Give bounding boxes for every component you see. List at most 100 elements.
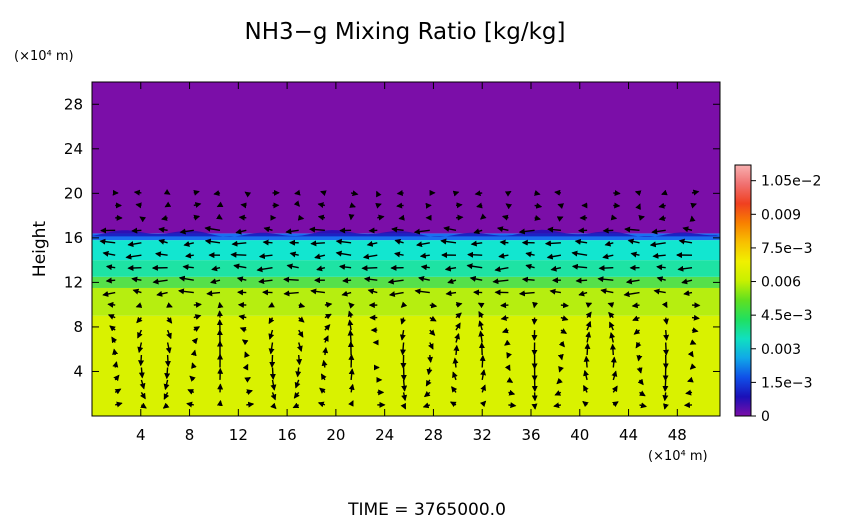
chart-title: NH3−g Mixing Ratio [kg/kg] bbox=[245, 19, 566, 45]
wind-arrow bbox=[270, 379, 277, 391]
wind-arrow bbox=[375, 202, 382, 209]
wind-arrow bbox=[387, 278, 404, 285]
wind-arrow bbox=[191, 337, 198, 345]
wind-arrow bbox=[500, 302, 509, 309]
x-tick-label: 48 bbox=[668, 426, 687, 444]
wind-arrow bbox=[99, 238, 116, 245]
wind-arrow bbox=[163, 392, 170, 400]
wind-arrow bbox=[107, 301, 116, 308]
wind-arrow bbox=[479, 400, 487, 408]
wind-arrow bbox=[690, 202, 697, 209]
wind-arrow bbox=[662, 392, 669, 402]
wind-arrow bbox=[633, 328, 641, 335]
wind-arrow bbox=[139, 379, 146, 390]
wind-arrow bbox=[283, 290, 299, 297]
wind-arrow bbox=[362, 253, 378, 260]
field-layer-3 bbox=[92, 260, 720, 277]
wind-arrow bbox=[455, 214, 464, 221]
wind-arrow bbox=[399, 329, 406, 341]
wind-arrow bbox=[240, 202, 247, 209]
wind-arrow bbox=[423, 391, 431, 398]
wind-arrow bbox=[361, 265, 378, 272]
wind-arrow bbox=[138, 367, 145, 379]
wind-arrow bbox=[166, 302, 173, 308]
wind-arrow bbox=[663, 342, 670, 356]
wind-arrow bbox=[508, 402, 517, 409]
wind-arrow bbox=[496, 226, 509, 233]
wind-arrow bbox=[610, 356, 617, 368]
wind-arrow bbox=[193, 301, 202, 308]
wind-arrow bbox=[687, 350, 694, 358]
wind-vector-field bbox=[99, 189, 701, 410]
x-axis: 4 8 12 16 20 24 28 32 36 40 44 48 bbox=[136, 82, 687, 444]
y-unit-label: (×10⁴ m) bbox=[14, 49, 74, 64]
wind-arrow bbox=[156, 290, 168, 297]
wind-arrow bbox=[499, 239, 509, 246]
wind-arrow bbox=[182, 264, 194, 271]
wind-arrow bbox=[348, 368, 355, 380]
x-tick-label: 16 bbox=[278, 426, 297, 444]
y-tick-label: 24 bbox=[64, 140, 83, 158]
wind-arrow bbox=[557, 353, 564, 361]
wind-arrow bbox=[210, 278, 221, 285]
wind-arrow bbox=[400, 317, 407, 325]
wind-arrow bbox=[691, 189, 700, 196]
wind-arrow bbox=[289, 251, 299, 258]
wind-arrow bbox=[547, 226, 561, 233]
y-tick-label: 16 bbox=[64, 229, 83, 247]
wind-arrow bbox=[206, 290, 221, 297]
wind-arrow bbox=[105, 264, 116, 271]
wind-arrow bbox=[235, 228, 247, 235]
wind-arrow bbox=[324, 313, 332, 320]
x-tick-label: 44 bbox=[619, 426, 638, 444]
wind-arrow bbox=[109, 325, 116, 332]
wind-arrow bbox=[416, 241, 430, 248]
wind-arrow bbox=[152, 278, 168, 285]
wind-arrow bbox=[127, 241, 142, 248]
wind-arrow bbox=[164, 354, 171, 368]
wind-arrow bbox=[216, 213, 223, 220]
wind-arrow bbox=[585, 311, 592, 319]
wind-arrow bbox=[297, 214, 305, 221]
wind-arrow bbox=[413, 228, 430, 235]
wind-arrow bbox=[246, 389, 253, 396]
wind-arrow bbox=[323, 335, 329, 343]
wind-arrow bbox=[558, 366, 564, 373]
wind-arrow bbox=[193, 326, 201, 332]
wind-arrow bbox=[452, 371, 458, 381]
x-tick-label: 28 bbox=[424, 426, 443, 444]
wind-arrow bbox=[293, 391, 300, 399]
wind-arrow bbox=[193, 189, 200, 196]
wind-arrow bbox=[585, 331, 592, 343]
wind-arrow bbox=[317, 401, 326, 408]
wind-arrow bbox=[455, 312, 462, 319]
wind-arrow bbox=[452, 190, 460, 197]
wind-arrow bbox=[295, 367, 302, 378]
wind-arrow bbox=[492, 278, 509, 285]
wind-arrow bbox=[571, 250, 588, 257]
wind-arrow bbox=[534, 215, 541, 221]
wind-arrow bbox=[604, 240, 614, 247]
wind-arrow bbox=[625, 278, 640, 285]
wind-arrow bbox=[419, 252, 430, 259]
wind-arrow bbox=[296, 342, 303, 352]
wind-arrow bbox=[554, 189, 561, 196]
colorbar-tick-label: 7.5e−3 bbox=[761, 241, 813, 257]
wind-arrow bbox=[347, 310, 354, 318]
wind-arrow bbox=[574, 238, 588, 245]
wind-arrow bbox=[193, 214, 201, 221]
wind-arrow bbox=[635, 203, 641, 210]
wind-arrow bbox=[518, 228, 535, 235]
wind-arrow bbox=[186, 401, 194, 408]
wind-arrow bbox=[258, 278, 273, 285]
wind-arrow bbox=[187, 389, 195, 395]
wind-arrow bbox=[193, 202, 202, 208]
wind-arrow bbox=[608, 311, 615, 319]
y-tick-label: 12 bbox=[64, 273, 83, 291]
wind-arrow bbox=[501, 214, 509, 221]
wind-arrow bbox=[683, 290, 693, 297]
wind-arrow bbox=[112, 361, 119, 368]
wind-arrow bbox=[661, 301, 668, 309]
wind-arrow bbox=[634, 190, 642, 197]
